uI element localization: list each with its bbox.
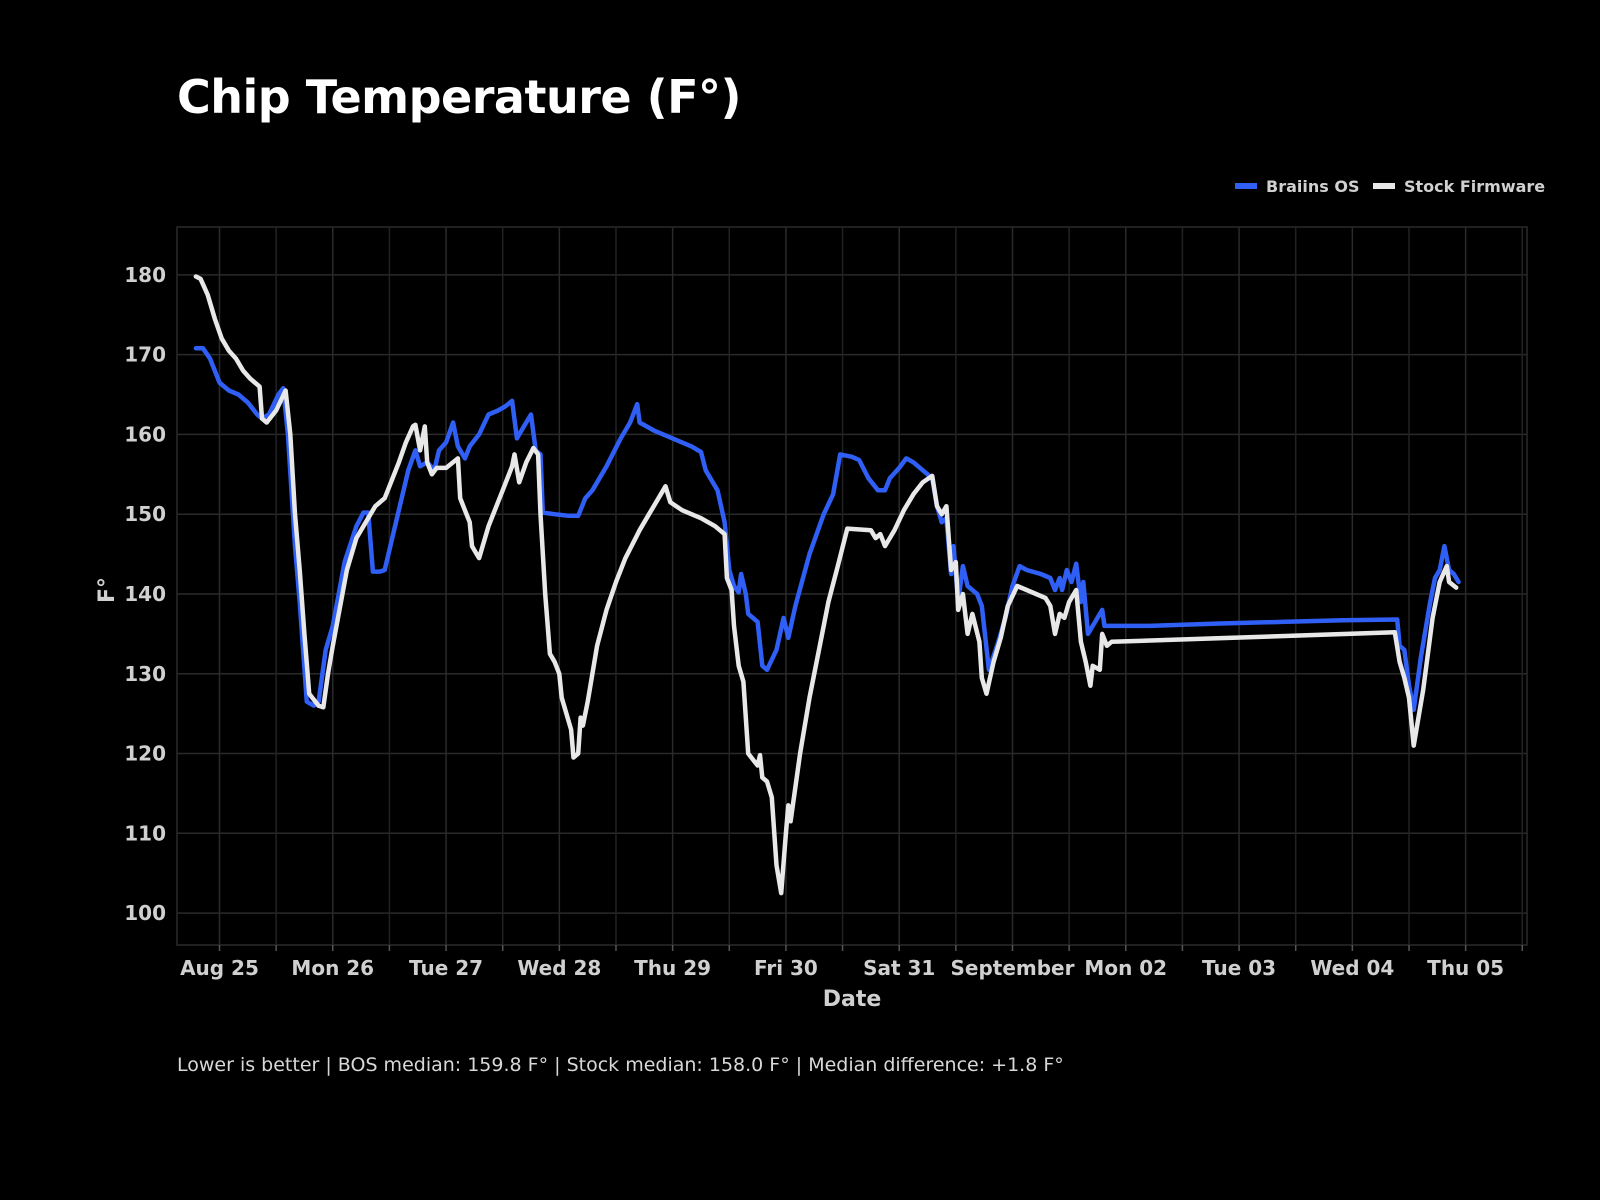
x-tick-label: Thu 05: [1427, 956, 1504, 980]
chart-title: Chip Temperature (F°): [177, 70, 742, 124]
x-tick-label: September: [950, 956, 1074, 980]
x-tick-label: Wed 04: [1310, 956, 1394, 980]
x-tick-label: Thu 29: [634, 956, 711, 980]
x-tick-label: Fri 30: [754, 956, 818, 980]
chart-footnote: Lower is better | BOS median: 159.8 F° |…: [177, 1054, 1064, 1076]
legend-label-stock-firmware: Stock Firmware: [1404, 177, 1545, 196]
x-tick-label: Mon 26: [291, 956, 374, 980]
y-axis-ticks: 100 110 120 130 140 150 160 170 180: [124, 263, 166, 925]
legend-label-braiins-os: Braiins OS: [1266, 177, 1359, 196]
legend: Braiins OS Stock Firmware: [1235, 177, 1545, 196]
x-tick-label: Tue 27: [409, 956, 483, 980]
y-tick-label: 100: [124, 901, 166, 925]
chart-grid: [176, 226, 1528, 946]
y-tick-label: 160: [124, 422, 166, 446]
y-tick-label: 120: [124, 742, 166, 766]
series-line-stock-firmware: [193, 274, 1459, 896]
x-tick-label: Aug 25: [180, 956, 259, 980]
series-line-braiins-os: [193, 346, 1461, 712]
x-tick-label: Mon 02: [1084, 956, 1167, 980]
y-tick-label: 150: [124, 502, 166, 526]
x-tick-label: Sat 31: [863, 956, 935, 980]
y-tick-label: 130: [124, 662, 166, 686]
y-tick-label: 110: [124, 821, 166, 845]
x-axis-title: Date: [823, 987, 882, 1012]
y-axis-title: F°: [95, 577, 120, 603]
y-tick-label: 170: [124, 343, 166, 367]
y-tick-label: 140: [124, 582, 166, 606]
x-tick-label: Wed 28: [517, 956, 601, 980]
y-tick-label: 180: [124, 263, 166, 287]
x-axis-ticks: Aug 25 Mon 26 Tue 27 Wed 28 Thu 29 Fri 30 Sat …: [180, 945, 1524, 980]
x-tick-label: Tue 03: [1202, 956, 1276, 980]
chart-series: [193, 274, 1461, 896]
plot-frame: [176, 226, 1528, 946]
